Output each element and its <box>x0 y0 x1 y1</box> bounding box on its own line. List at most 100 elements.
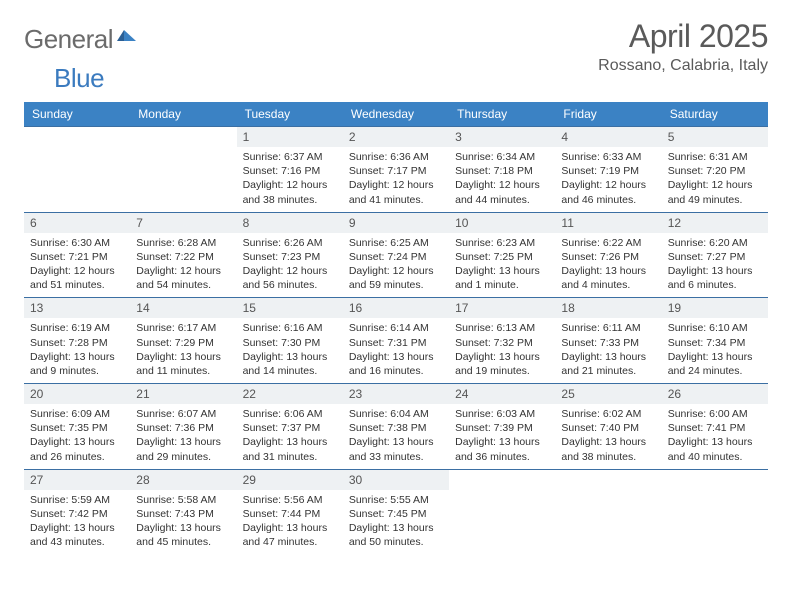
daylight-text: Daylight: 13 hours and 29 minutes. <box>136 435 230 463</box>
calendar-day-cell <box>662 469 768 554</box>
day-detail: Sunrise: 6:19 AMSunset: 7:28 PMDaylight:… <box>24 318 130 383</box>
brand-mark-icon <box>115 24 137 51</box>
daylight-text: Daylight: 12 hours and 46 minutes. <box>561 178 655 206</box>
day-number: 4 <box>555 127 661 147</box>
day-number: 1 <box>237 127 343 147</box>
daylight-text: Daylight: 13 hours and 47 minutes. <box>243 521 337 549</box>
calendar-day-cell: 23Sunrise: 6:04 AMSunset: 7:38 PMDayligh… <box>343 384 449 470</box>
daylight-text: Daylight: 13 hours and 26 minutes. <box>30 435 124 463</box>
calendar-day-cell: 14Sunrise: 6:17 AMSunset: 7:29 PMDayligh… <box>130 298 236 384</box>
day-number: 9 <box>343 213 449 233</box>
calendar-table: Sunday Monday Tuesday Wednesday Thursday… <box>24 102 768 554</box>
daylight-text: Daylight: 12 hours and 54 minutes. <box>136 264 230 292</box>
sunset-text: Sunset: 7:33 PM <box>561 336 655 350</box>
sunrise-text: Sunrise: 6:02 AM <box>561 407 655 421</box>
day-number: 23 <box>343 384 449 404</box>
sunrise-text: Sunrise: 6:06 AM <box>243 407 337 421</box>
day-number: 7 <box>130 213 236 233</box>
day-number: 10 <box>449 213 555 233</box>
sunset-text: Sunset: 7:21 PM <box>30 250 124 264</box>
day-number: 12 <box>662 213 768 233</box>
daylight-text: Daylight: 13 hours and 1 minute. <box>455 264 549 292</box>
sunset-text: Sunset: 7:42 PM <box>30 507 124 521</box>
brand-logo: General <box>24 24 139 55</box>
day-number: 18 <box>555 298 661 318</box>
sunset-text: Sunset: 7:32 PM <box>455 336 549 350</box>
daylight-text: Daylight: 12 hours and 49 minutes. <box>668 178 762 206</box>
daylight-text: Daylight: 13 hours and 19 minutes. <box>455 350 549 378</box>
day-header: Friday <box>555 102 661 127</box>
sunrise-text: Sunrise: 6:33 AM <box>561 150 655 164</box>
daylight-text: Daylight: 13 hours and 43 minutes. <box>30 521 124 549</box>
day-detail: Sunrise: 6:09 AMSunset: 7:35 PMDaylight:… <box>24 404 130 469</box>
daylight-text: Daylight: 13 hours and 6 minutes. <box>668 264 762 292</box>
sunset-text: Sunset: 7:17 PM <box>349 164 443 178</box>
day-detail: Sunrise: 5:56 AMSunset: 7:44 PMDaylight:… <box>237 490 343 555</box>
sunset-text: Sunset: 7:38 PM <box>349 421 443 435</box>
brand-part1: General <box>24 24 113 55</box>
sunset-text: Sunset: 7:24 PM <box>349 250 443 264</box>
day-detail: Sunrise: 6:07 AMSunset: 7:36 PMDaylight:… <box>130 404 236 469</box>
calendar-week-row: 6Sunrise: 6:30 AMSunset: 7:21 PMDaylight… <box>24 212 768 298</box>
day-number: 15 <box>237 298 343 318</box>
calendar-day-cell: 17Sunrise: 6:13 AMSunset: 7:32 PMDayligh… <box>449 298 555 384</box>
daylight-text: Daylight: 12 hours and 38 minutes. <box>243 178 337 206</box>
day-detail: Sunrise: 6:17 AMSunset: 7:29 PMDaylight:… <box>130 318 236 383</box>
sunset-text: Sunset: 7:36 PM <box>136 421 230 435</box>
calendar-day-cell: 15Sunrise: 6:16 AMSunset: 7:30 PMDayligh… <box>237 298 343 384</box>
day-number: 21 <box>130 384 236 404</box>
daylight-text: Daylight: 13 hours and 50 minutes. <box>349 521 443 549</box>
calendar-day-cell: 6Sunrise: 6:30 AMSunset: 7:21 PMDaylight… <box>24 212 130 298</box>
daylight-text: Daylight: 13 hours and 16 minutes. <box>349 350 443 378</box>
calendar-day-cell: 13Sunrise: 6:19 AMSunset: 7:28 PMDayligh… <box>24 298 130 384</box>
calendar-day-cell: 2Sunrise: 6:36 AMSunset: 7:17 PMDaylight… <box>343 127 449 213</box>
day-detail: Sunrise: 6:14 AMSunset: 7:31 PMDaylight:… <box>343 318 449 383</box>
calendar-day-cell: 11Sunrise: 6:22 AMSunset: 7:26 PMDayligh… <box>555 212 661 298</box>
day-header: Sunday <box>24 102 130 127</box>
day-number: 2 <box>343 127 449 147</box>
day-number: 16 <box>343 298 449 318</box>
sunrise-text: Sunrise: 6:16 AM <box>243 321 337 335</box>
day-detail: Sunrise: 6:13 AMSunset: 7:32 PMDaylight:… <box>449 318 555 383</box>
calendar-day-cell: 9Sunrise: 6:25 AMSunset: 7:24 PMDaylight… <box>343 212 449 298</box>
sunrise-text: Sunrise: 6:09 AM <box>30 407 124 421</box>
daylight-text: Daylight: 12 hours and 41 minutes. <box>349 178 443 206</box>
sunrise-text: Sunrise: 6:10 AM <box>668 321 762 335</box>
calendar-week-row: 27Sunrise: 5:59 AMSunset: 7:42 PMDayligh… <box>24 469 768 554</box>
brand-part2: Blue <box>54 63 104 93</box>
daylight-text: Daylight: 13 hours and 4 minutes. <box>561 264 655 292</box>
daylight-text: Daylight: 13 hours and 36 minutes. <box>455 435 549 463</box>
calendar-day-cell: 27Sunrise: 5:59 AMSunset: 7:42 PMDayligh… <box>24 469 130 554</box>
calendar-day-cell <box>130 127 236 213</box>
day-header-row: Sunday Monday Tuesday Wednesday Thursday… <box>24 102 768 127</box>
sunset-text: Sunset: 7:28 PM <box>30 336 124 350</box>
calendar-day-cell: 12Sunrise: 6:20 AMSunset: 7:27 PMDayligh… <box>662 212 768 298</box>
day-detail: Sunrise: 5:55 AMSunset: 7:45 PMDaylight:… <box>343 490 449 555</box>
daylight-text: Daylight: 13 hours and 21 minutes. <box>561 350 655 378</box>
day-number: 24 <box>449 384 555 404</box>
sunset-text: Sunset: 7:27 PM <box>668 250 762 264</box>
sunset-text: Sunset: 7:22 PM <box>136 250 230 264</box>
day-header: Monday <box>130 102 236 127</box>
sunrise-text: Sunrise: 6:26 AM <box>243 236 337 250</box>
sunrise-text: Sunrise: 6:11 AM <box>561 321 655 335</box>
day-detail: Sunrise: 6:36 AMSunset: 7:17 PMDaylight:… <box>343 147 449 212</box>
day-number: 25 <box>555 384 661 404</box>
day-detail: Sunrise: 6:03 AMSunset: 7:39 PMDaylight:… <box>449 404 555 469</box>
calendar-day-cell: 10Sunrise: 6:23 AMSunset: 7:25 PMDayligh… <box>449 212 555 298</box>
day-header: Tuesday <box>237 102 343 127</box>
day-number: 30 <box>343 470 449 490</box>
day-detail: Sunrise: 6:04 AMSunset: 7:38 PMDaylight:… <box>343 404 449 469</box>
sunset-text: Sunset: 7:16 PM <box>243 164 337 178</box>
sunrise-text: Sunrise: 6:34 AM <box>455 150 549 164</box>
day-detail: Sunrise: 6:00 AMSunset: 7:41 PMDaylight:… <box>662 404 768 469</box>
daylight-text: Daylight: 12 hours and 51 minutes. <box>30 264 124 292</box>
sunset-text: Sunset: 7:40 PM <box>561 421 655 435</box>
calendar-day-cell: 20Sunrise: 6:09 AMSunset: 7:35 PMDayligh… <box>24 384 130 470</box>
sunrise-text: Sunrise: 5:56 AM <box>243 493 337 507</box>
day-detail: Sunrise: 6:31 AMSunset: 7:20 PMDaylight:… <box>662 147 768 212</box>
sunrise-text: Sunrise: 6:00 AM <box>668 407 762 421</box>
day-header: Thursday <box>449 102 555 127</box>
sunset-text: Sunset: 7:29 PM <box>136 336 230 350</box>
day-detail: Sunrise: 6:11 AMSunset: 7:33 PMDaylight:… <box>555 318 661 383</box>
